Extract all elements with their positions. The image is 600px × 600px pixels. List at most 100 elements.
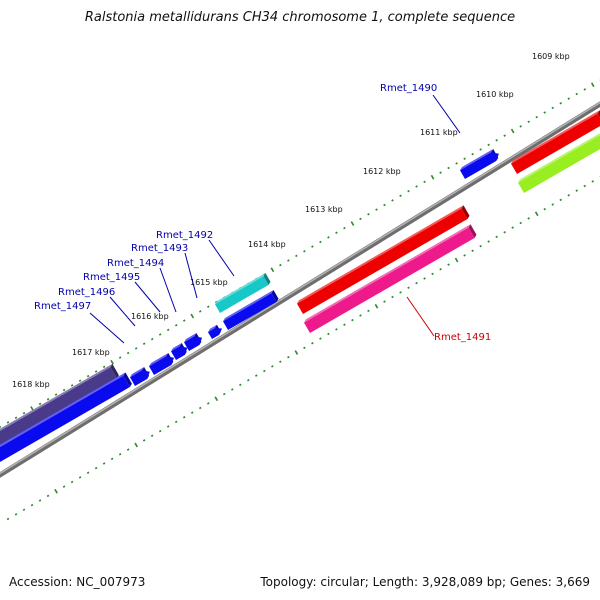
inner-tick-mark bbox=[471, 249, 474, 252]
gene-red-bar-2-top bbox=[511, 110, 600, 164]
inner-tick-mark bbox=[239, 383, 242, 387]
kbp-label: 1612 kbp bbox=[363, 167, 401, 176]
outer-tick-mark bbox=[447, 166, 450, 170]
inner-tick-mark bbox=[6, 517, 10, 521]
outer-tick-mark bbox=[583, 88, 587, 91]
outer-tick-mark bbox=[14, 416, 18, 419]
outer-tick-mark bbox=[567, 97, 571, 100]
inner-tick-mark bbox=[575, 189, 579, 192]
outer-tick-mark bbox=[22, 411, 26, 415]
gene-leader-line bbox=[159, 267, 177, 313]
outer-tick-mark bbox=[590, 82, 595, 88]
outer-tick-mark bbox=[471, 152, 474, 156]
outer-tick-mark bbox=[503, 134, 506, 137]
inner-tick-mark bbox=[102, 462, 106, 465]
outer-tick-mark bbox=[38, 402, 42, 406]
gene-label-rmet-1492: Rmet_1492 bbox=[156, 230, 213, 241]
outer-tick-mark bbox=[343, 226, 346, 230]
gene-label-rmet-1496: Rmet_1496 bbox=[58, 287, 115, 298]
outer-tick-mark bbox=[479, 148, 482, 151]
kbp-label: 1615 kbp bbox=[190, 278, 228, 287]
gene-label-rmet-1491: Rmet_1491 bbox=[434, 332, 491, 343]
inner-tick-mark bbox=[447, 263, 450, 266]
gene-rmet-1494-bar-top bbox=[149, 353, 169, 367]
outer-tick-mark bbox=[126, 351, 130, 355]
inner-tick-mark bbox=[374, 303, 379, 309]
gene-rmet-1493-bar bbox=[171, 346, 188, 360]
gene-lime-bar-top bbox=[518, 133, 600, 183]
inner-tick-mark bbox=[423, 277, 426, 280]
outer-tick-mark bbox=[391, 199, 394, 202]
inner-tick-mark bbox=[511, 226, 514, 229]
inner-tick-mark bbox=[70, 480, 74, 484]
inner-tick-mark bbox=[158, 429, 162, 433]
inner-tick-mark bbox=[367, 309, 370, 313]
gene-label-rmet-1495: Rmet_1495 bbox=[83, 272, 140, 283]
outer-tick-mark bbox=[270, 267, 275, 273]
outer-tick-mark bbox=[399, 194, 402, 197]
inner-tick-mark bbox=[319, 337, 322, 340]
inner-tick-mark bbox=[150, 434, 154, 437]
gene-cyan-bar bbox=[215, 276, 269, 313]
outer-tick-mark bbox=[303, 250, 306, 253]
outer-tick-mark bbox=[70, 384, 74, 387]
inner-tick-mark bbox=[479, 244, 482, 248]
inner-tick-mark bbox=[182, 416, 186, 419]
inner-tick-mark bbox=[399, 291, 402, 294]
gene-red-bar-2 bbox=[511, 113, 600, 174]
gene-rmet-1491-bar-end bbox=[468, 224, 477, 238]
inner-tick-mark bbox=[551, 203, 554, 206]
outer-tick-mark bbox=[287, 259, 290, 262]
inner-tick-mark bbox=[503, 231, 506, 234]
outer-tick-mark bbox=[575, 92, 579, 96]
inner-tick-mark bbox=[110, 457, 114, 461]
inner-tick-mark bbox=[271, 365, 274, 368]
outer-tick-mark bbox=[375, 208, 378, 211]
outer-tick-mark bbox=[519, 125, 522, 128]
inner-tick-mark bbox=[94, 466, 98, 470]
outer-tick-mark bbox=[527, 120, 530, 123]
gene-rmet-1492-bar-top bbox=[223, 290, 274, 322]
outer-tick-mark bbox=[279, 263, 282, 267]
inner-tick-mark bbox=[431, 272, 434, 276]
inner-tick-mark bbox=[343, 323, 346, 326]
outer-tick-mark bbox=[510, 128, 515, 134]
outer-tick-mark bbox=[174, 324, 178, 327]
gene-rmet-1492-bar-end bbox=[271, 290, 279, 302]
inner-tick-mark bbox=[174, 420, 178, 424]
outer-tick-mark bbox=[350, 221, 355, 226]
outer-tick-mark bbox=[415, 185, 418, 188]
outer-tick-mark bbox=[335, 231, 338, 234]
inner-tick-mark bbox=[559, 198, 562, 202]
outer-tick-mark bbox=[319, 240, 322, 244]
inner-tick-mark bbox=[463, 254, 466, 257]
gene-rmet-1495-bar bbox=[130, 370, 150, 386]
outer-tick-mark bbox=[158, 333, 162, 336]
gene-leader-line bbox=[432, 94, 461, 134]
outer-tick-mark bbox=[463, 157, 466, 160]
outer-tick-mark bbox=[543, 111, 546, 114]
outer-tick-mark bbox=[327, 236, 330, 239]
inner-tick-mark bbox=[126, 448, 130, 451]
gene-rmet-1497-bar-top bbox=[0, 363, 113, 431]
inner-tick-mark bbox=[454, 257, 459, 263]
inner-tick-mark bbox=[214, 396, 219, 402]
kbp-label: 1617 kbp bbox=[72, 348, 110, 357]
gene-rmet-1490-bar-top bbox=[460, 149, 494, 171]
chromosome-backbone-highlight bbox=[0, 101, 600, 475]
outer-tick-mark bbox=[166, 328, 170, 332]
gene-rmet-1493-bar-top bbox=[171, 343, 182, 352]
inner-tick-mark bbox=[543, 207, 546, 211]
map-title: Ralstonia metallidurans CH34 chromosome … bbox=[84, 10, 516, 25]
gene-small-bar-top bbox=[208, 324, 217, 333]
outer-tick-mark bbox=[54, 393, 58, 396]
inner-tick-mark bbox=[359, 314, 362, 317]
outer-tick-mark bbox=[487, 143, 490, 147]
inner-tick-mark bbox=[206, 402, 210, 405]
outer-tick-mark bbox=[383, 203, 386, 207]
gene-rmet-1497-bar bbox=[0, 367, 117, 446]
inner-tick-mark bbox=[22, 508, 26, 511]
gene-rmet-1497-bar-end bbox=[110, 363, 119, 379]
inner-tick-mark bbox=[591, 180, 595, 183]
inner-tick-mark bbox=[86, 471, 90, 474]
